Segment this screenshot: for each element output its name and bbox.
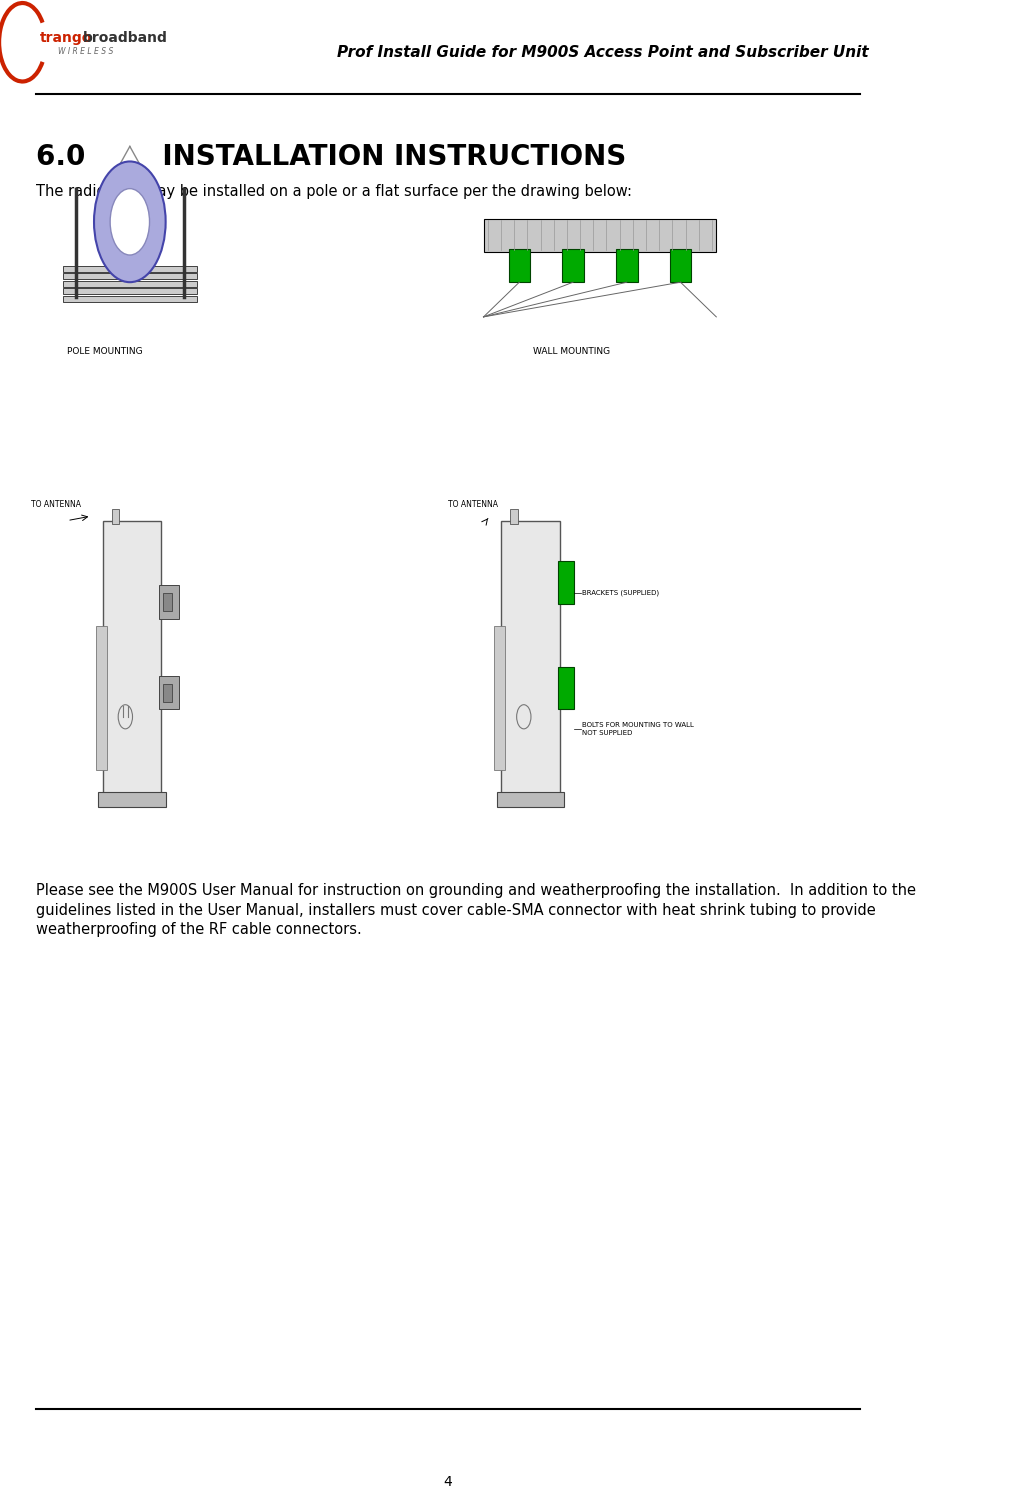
- Bar: [509, 249, 530, 282]
- Bar: [616, 249, 637, 282]
- Bar: [163, 684, 172, 702]
- Bar: [497, 792, 564, 807]
- Bar: [558, 667, 574, 709]
- Text: BRACKETS (SUPPLIED): BRACKETS (SUPPLIED): [582, 590, 659, 596]
- Text: TO ANTENNA: TO ANTENNA: [32, 499, 81, 509]
- Bar: [112, 509, 119, 524]
- Bar: [99, 792, 166, 807]
- Text: 4: 4: [443, 1474, 452, 1489]
- Text: Prof Install Guide for M900S Access Point and Subscriber Unit: Prof Install Guide for M900S Access Poin…: [337, 45, 868, 60]
- Bar: [160, 585, 179, 619]
- Text: trango: trango: [40, 30, 92, 45]
- Text: 6.0        INSTALLATION INSTRUCTIONS: 6.0 INSTALLATION INSTRUCTIONS: [36, 143, 626, 172]
- Text: Please see the M900S User Manual for instruction on grounding and weatherproofin: Please see the M900S User Manual for ins…: [36, 883, 916, 937]
- Circle shape: [110, 189, 150, 255]
- Bar: [495, 626, 505, 770]
- Bar: [96, 626, 107, 770]
- Bar: [63, 273, 197, 279]
- Bar: [63, 281, 197, 287]
- Circle shape: [94, 161, 166, 282]
- Text: BOLTS FOR MOUNTING TO WALL
NOT SUPPLIED: BOLTS FOR MOUNTING TO WALL NOT SUPPLIED: [582, 723, 694, 735]
- Bar: [502, 521, 560, 800]
- Bar: [63, 296, 197, 302]
- Bar: [163, 593, 172, 611]
- Text: broadband: broadband: [83, 30, 168, 45]
- Bar: [103, 521, 161, 800]
- Bar: [670, 249, 691, 282]
- Bar: [484, 219, 717, 252]
- Bar: [510, 509, 517, 524]
- Text: W I R E L E S S: W I R E L E S S: [58, 47, 114, 56]
- Bar: [558, 561, 574, 604]
- Bar: [562, 249, 583, 282]
- Bar: [63, 288, 197, 294]
- Bar: [63, 266, 197, 272]
- Bar: [160, 676, 179, 709]
- Text: WALL MOUNTING: WALL MOUNTING: [532, 347, 610, 356]
- Text: The radio unit may be installed on a pole or a flat surface per the drawing belo: The radio unit may be installed on a pol…: [36, 184, 632, 199]
- Text: POLE MOUNTING: POLE MOUNTING: [67, 347, 143, 356]
- Text: TO ANTENNA: TO ANTENNA: [448, 499, 498, 509]
